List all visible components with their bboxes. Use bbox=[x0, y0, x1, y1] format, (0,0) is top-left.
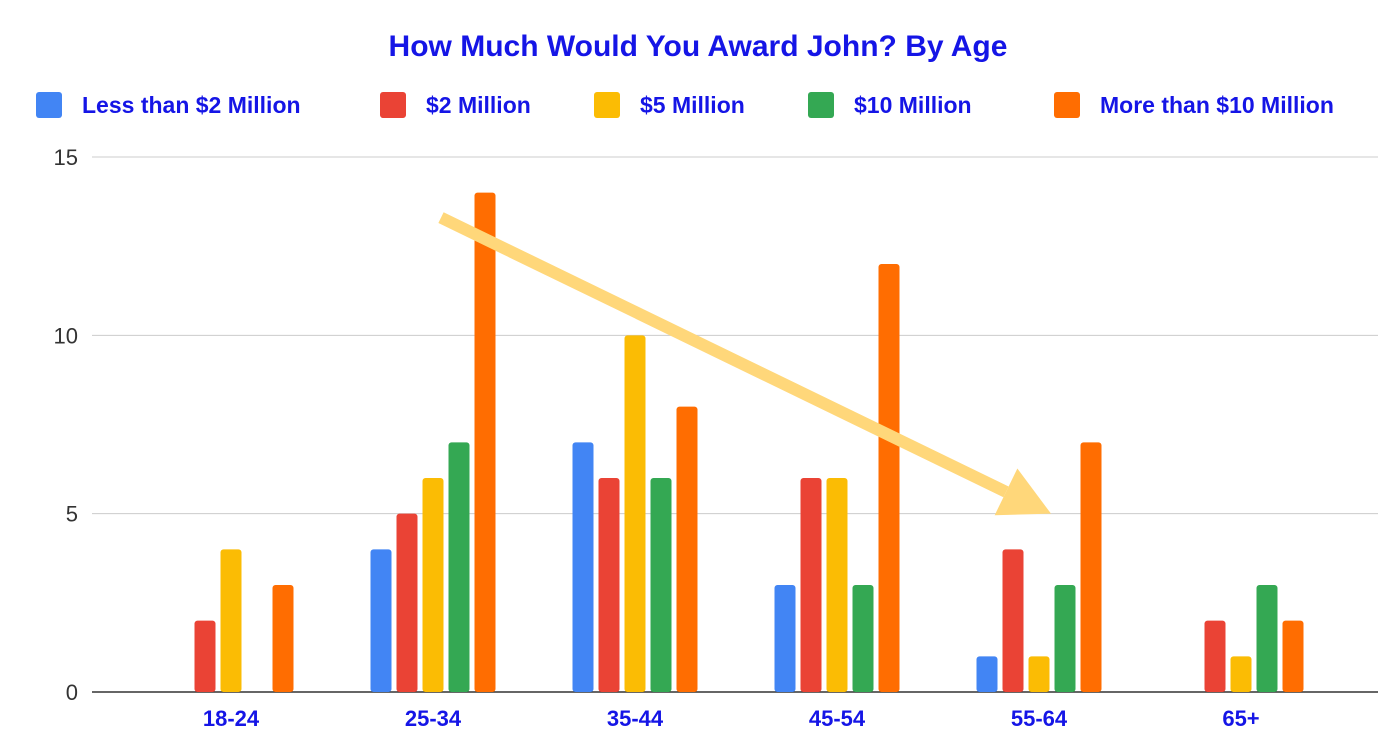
bar-45-54-series-4 bbox=[878, 264, 900, 692]
bar-45-54-series-1 bbox=[800, 478, 822, 692]
bar-55-64-series-3 bbox=[1054, 585, 1076, 692]
legend-swatch bbox=[36, 92, 62, 118]
legend-item: $2 Million bbox=[380, 88, 531, 122]
bar-55-64-series-4 bbox=[1080, 442, 1102, 692]
bar-25-34-series-2 bbox=[422, 478, 444, 692]
legend-label: Less than $2 Million bbox=[82, 91, 301, 118]
chart-legend: Less than $2 Million $2 Million $5 Million… bbox=[0, 88, 1396, 122]
annotation-arrow-shaft bbox=[438, 212, 1009, 498]
legend-item: $10 Million bbox=[808, 88, 972, 122]
bar-65+-series-2 bbox=[1230, 656, 1252, 692]
bar-18-24-series-4 bbox=[272, 585, 294, 692]
bar-35-44-series-4 bbox=[676, 406, 698, 692]
bar-65+-series-1 bbox=[1204, 620, 1226, 692]
y-tick-label: 10 bbox=[54, 323, 78, 348]
bar-55-64-series-1 bbox=[1002, 549, 1024, 692]
legend-item: More than $10 Million bbox=[1054, 88, 1334, 122]
y-tick-label: 15 bbox=[54, 145, 78, 170]
legend-swatch bbox=[380, 92, 406, 118]
y-tick-label: 0 bbox=[66, 680, 78, 705]
bar-65+-series-4 bbox=[1282, 620, 1304, 692]
bar-55-64-series-2 bbox=[1028, 656, 1050, 692]
bar-25-34-series-1 bbox=[396, 513, 418, 692]
bar-18-24-series-1 bbox=[194, 620, 216, 692]
x-tick-label: 18-24 bbox=[203, 706, 260, 731]
bar-55-64-series-0 bbox=[976, 656, 998, 692]
legend-label: $10 Million bbox=[854, 91, 972, 118]
x-tick-label: 45-54 bbox=[809, 706, 866, 731]
bar-35-44-series-3 bbox=[650, 478, 672, 692]
legend-label: $5 Million bbox=[640, 91, 745, 118]
bar-25-34-series-3 bbox=[448, 442, 470, 692]
legend-item: $5 Million bbox=[594, 88, 745, 122]
legend-swatch bbox=[808, 92, 834, 118]
bar-35-44-series-2 bbox=[624, 335, 646, 692]
bar-45-54-series-3 bbox=[852, 585, 874, 692]
bar-45-54-series-0 bbox=[774, 585, 796, 692]
legend-label: More than $10 Million bbox=[1100, 91, 1334, 118]
x-tick-label: 65+ bbox=[1222, 706, 1259, 731]
annotation-arrow-head bbox=[994, 468, 1051, 516]
x-tick-label: 25-34 bbox=[405, 706, 462, 731]
x-tick-label: 55-64 bbox=[1011, 706, 1068, 731]
bar-65+-series-3 bbox=[1256, 585, 1278, 692]
legend-swatch bbox=[1054, 92, 1080, 118]
x-tick-label: 35-44 bbox=[607, 706, 664, 731]
bar-35-44-series-0 bbox=[572, 442, 594, 692]
y-tick-label: 5 bbox=[66, 502, 78, 527]
bar-18-24-series-2 bbox=[220, 549, 242, 692]
bar-45-54-series-2 bbox=[826, 478, 848, 692]
bar-35-44-series-1 bbox=[598, 478, 620, 692]
legend-swatch bbox=[594, 92, 620, 118]
chart-title: How Much Would You Award John? By Age bbox=[388, 30, 1008, 63]
bar-25-34-series-0 bbox=[370, 549, 392, 692]
bar-25-34-series-4 bbox=[474, 192, 496, 692]
legend-label: $2 Million bbox=[426, 91, 531, 118]
legend-item: Less than $2 Million bbox=[36, 88, 301, 122]
